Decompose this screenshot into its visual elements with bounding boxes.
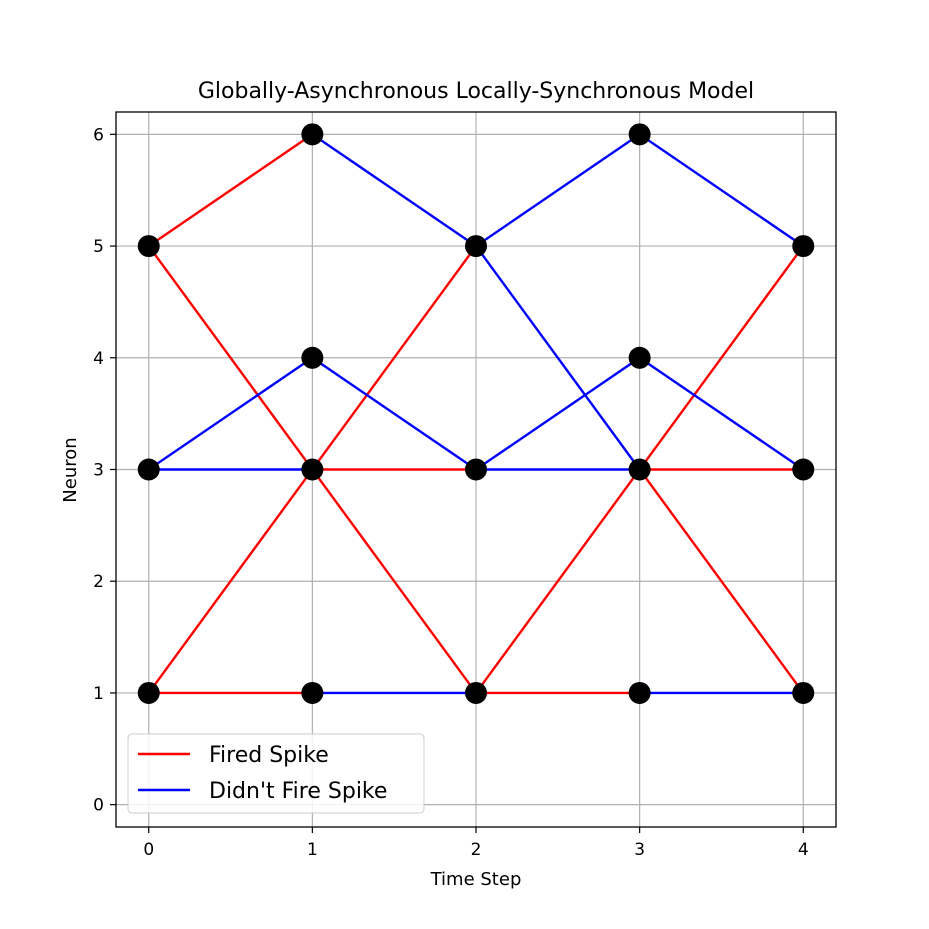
x-tick-label: 1: [307, 840, 318, 860]
no-fire-segment: [474, 244, 642, 472]
no-fire-segment: [474, 356, 642, 472]
fired-spike-segment: [310, 467, 478, 695]
neuron-node: [137, 681, 160, 704]
y-tick-label: 1: [93, 684, 104, 704]
fired-spike-segment: [147, 132, 315, 248]
fired-spike-segment: [147, 467, 315, 695]
fired-spike-segment: [474, 467, 642, 695]
neuron-node: [628, 681, 651, 704]
neuron-node: [301, 681, 324, 704]
neuron-node: [465, 458, 487, 481]
x-axis-label: Time Step: [430, 869, 522, 890]
chart-title: Globally-Asynchronous Locally-Synchronou…: [198, 79, 754, 104]
neuron-node: [137, 458, 160, 481]
y-tick-label: 2: [93, 572, 104, 592]
x-tick-label: 3: [634, 840, 645, 860]
neuron-node: [465, 681, 487, 704]
series-lines: [147, 132, 805, 695]
neuron-node: [628, 458, 651, 481]
y-tick-label: 3: [93, 461, 104, 481]
no-fire-segment: [474, 132, 642, 248]
fired-spike-segment: [637, 244, 805, 472]
y-axis-label: Neuron: [60, 437, 81, 502]
axis-ticks: 0 1 2 3 4 0 1 2 3 4 5 6: [93, 125, 809, 860]
no-fire-segment: [310, 356, 478, 472]
x-tick-label: 2: [471, 840, 482, 860]
no-fire-segment: [637, 356, 805, 472]
neuron-node: [137, 235, 160, 258]
fired-spike-segment: [147, 244, 315, 472]
neuron-node: [628, 123, 651, 146]
no-fire-segment: [147, 356, 315, 472]
legend: Fired Spike Didn't Fire Spike: [127, 733, 425, 814]
x-tick-label: 4: [798, 840, 809, 860]
fired-spike-segment: [310, 244, 478, 472]
neuron-node: [792, 681, 815, 704]
y-tick-label: 6: [93, 125, 104, 145]
y-tick-label: 0: [93, 796, 104, 816]
neuron-nodes: [137, 123, 815, 704]
x-tick-label: 0: [143, 840, 154, 860]
no-fire-segment: [637, 132, 805, 248]
neuron-node: [301, 123, 324, 146]
neuron-node: [465, 235, 487, 258]
legend-label-fired: Fired Spike: [209, 743, 329, 768]
fired-spike-segment: [637, 467, 805, 695]
neuron-node: [792, 235, 815, 258]
legend-label-no-fire: Didn't Fire Spike: [209, 779, 387, 804]
y-tick-label: 4: [93, 349, 104, 369]
neuron-node: [628, 346, 651, 369]
no-fire-segment: [310, 132, 478, 248]
legend-box: [127, 733, 425, 814]
neuron-node: [301, 458, 324, 481]
y-tick-label: 5: [93, 237, 104, 257]
neuron-node: [301, 346, 324, 369]
neuron-node: [792, 458, 815, 481]
